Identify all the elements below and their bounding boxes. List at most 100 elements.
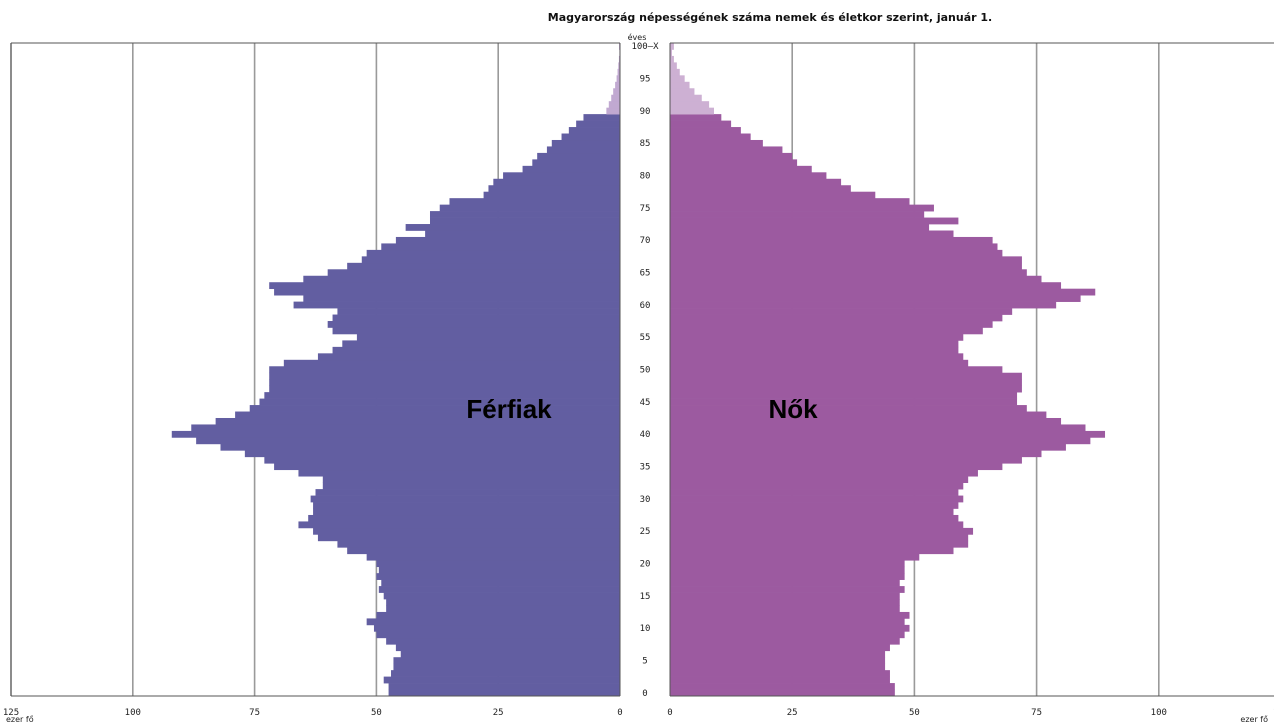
unit-label-right: ezer fő [1240, 715, 1268, 724]
male-bar-age-30 [310, 495, 620, 503]
female-bar-age-66 [670, 262, 1022, 270]
female-bar-age-4 [670, 663, 886, 671]
female-bar-age-43 [670, 411, 1047, 419]
male-bar-age-42 [215, 417, 620, 425]
x-tick-right-50: 50 [909, 708, 920, 718]
female-bar-age-47 [670, 385, 1022, 393]
female-bar-age-23 [670, 540, 969, 548]
male-bar-age-87 [568, 127, 620, 134]
female-bar-age-89 [670, 114, 722, 121]
female-bar-age-58 [670, 314, 1003, 322]
male-bar-age-41 [191, 424, 620, 432]
female-bar-age-55 [670, 333, 964, 341]
male-bar-age-89 [583, 114, 620, 121]
female-bar-age-53 [670, 346, 959, 354]
female-bar-age-31 [670, 489, 959, 496]
female-bar-age-82 [670, 159, 798, 167]
male-bar-age-34 [298, 469, 620, 477]
male-bar-age-27 [308, 514, 620, 522]
x-tick-right-0: 0 [667, 708, 672, 718]
age-tick-75: 75 [640, 204, 651, 214]
female-bar-age-65 [670, 269, 1027, 277]
male-bar-age-22 [347, 547, 620, 555]
female-bar-age-83 [670, 152, 793, 160]
female-bar-age-40 [670, 430, 1106, 438]
female-bar-age-64 [670, 275, 1042, 283]
male-bar-age-91 [608, 101, 620, 109]
male-bars [171, 43, 621, 697]
male-bar-age-9 [376, 631, 620, 639]
female-bar-age-19 [670, 566, 905, 574]
age-tick-55: 55 [640, 333, 651, 343]
female-bar-age-88 [670, 120, 732, 128]
male-bar-age-97 [618, 62, 620, 70]
male-bar-age-92 [611, 94, 620, 102]
male-bar-age-40 [171, 430, 620, 438]
male-bar-age-7 [395, 644, 620, 652]
female-bar-age-22 [670, 547, 954, 555]
age-tick-90: 90 [640, 107, 651, 117]
male-bar-age-98 [618, 55, 620, 63]
female-bar-age-27 [670, 514, 959, 522]
female-bar-age-75 [670, 204, 934, 212]
female-bar-age-76 [670, 198, 910, 205]
male-bar-age-6 [400, 650, 620, 658]
female-bar-age-50 [670, 366, 1003, 374]
female-bar-age-60 [670, 301, 1057, 309]
male-label: Férfiak [466, 394, 552, 424]
male-bar-age-45 [259, 398, 620, 406]
male-bar-age-32 [322, 482, 620, 490]
male-bar-age-26 [298, 521, 620, 529]
x-tick-right-25: 25 [787, 708, 798, 718]
female-bar-age-6 [670, 650, 886, 658]
female-bar-age-24 [670, 534, 969, 542]
female-bar-age-56 [670, 327, 983, 335]
male-bar-age-67 [361, 256, 620, 264]
female-bar-age-30 [670, 495, 964, 503]
female-bar-age-3 [670, 670, 890, 677]
female-bar-age-29 [670, 502, 959, 509]
male-bar-age-77 [483, 191, 620, 199]
male-bar-age-68 [366, 249, 620, 257]
female-bar-age-52 [670, 353, 964, 361]
male-bar-age-33 [322, 476, 620, 483]
female-bar-age-11 [670, 618, 905, 626]
male-bar-age-25 [313, 527, 620, 535]
male-bar-age-62 [274, 288, 620, 296]
male-bar-age-47 [269, 385, 620, 393]
male-bar-age-12 [376, 611, 620, 619]
male-bar-age-10 [373, 624, 620, 632]
male-bar-age-63 [269, 282, 620, 290]
male-bar-age-14 [386, 599, 620, 606]
female-bar-age-14 [670, 599, 900, 606]
male-bar-age-46 [264, 392, 620, 399]
female-bar-age-51 [670, 359, 969, 367]
female-bar-age-57 [670, 321, 993, 328]
age-tick-10: 10 [640, 624, 651, 634]
unit-label-left: ezer fő [6, 715, 34, 724]
female-bar-age-34 [670, 469, 978, 477]
age-tick-0: 0 [642, 689, 647, 699]
female-bar-age-100 [670, 43, 674, 50]
female-bar-age-7 [670, 644, 890, 652]
male-bar-age-60 [293, 301, 620, 309]
female-bar-age-98 [670, 55, 674, 63]
male-bar-age-94 [615, 81, 620, 89]
female-bar-age-59 [670, 308, 1013, 315]
female-bar-age-13 [670, 605, 900, 613]
female-bar-age-72 [670, 224, 930, 231]
x-tick-right-125: 125 [1273, 708, 1274, 718]
age-tick-100: 100–X [631, 42, 659, 52]
female-label: Nők [768, 394, 818, 424]
female-bar-age-16 [670, 586, 905, 593]
male-bar-age-44 [249, 405, 620, 412]
male-bar-age-79 [493, 178, 620, 186]
male-bar-age-1 [388, 683, 620, 690]
x-tick-right-75: 75 [1031, 708, 1042, 718]
male-bar-age-95 [616, 75, 620, 83]
age-tick-50: 50 [640, 366, 651, 376]
male-bar-age-96 [617, 68, 620, 76]
chart-title: Magyarország népességének száma nemek és… [548, 11, 992, 24]
male-bar-age-85 [551, 139, 620, 147]
